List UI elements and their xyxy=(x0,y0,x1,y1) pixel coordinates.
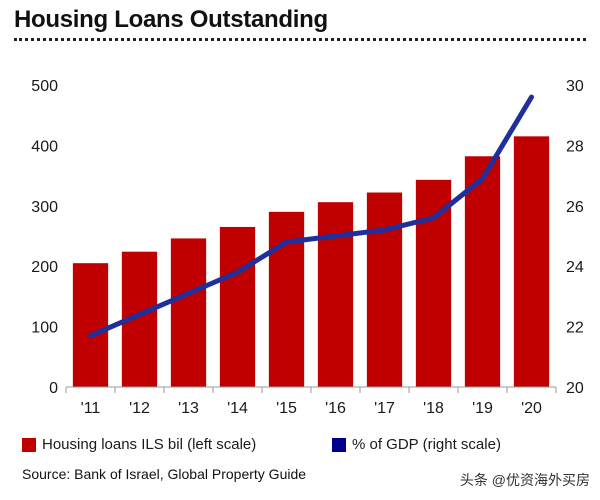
left-tick-label: 500 xyxy=(31,78,58,95)
x-tick-label: '19 xyxy=(472,400,493,417)
right-tick-label: 30 xyxy=(566,78,584,95)
left-tick-label: 0 xyxy=(49,380,58,397)
bar xyxy=(170,238,207,387)
right-tick-label: 26 xyxy=(566,199,584,216)
x-axis: '11 '12 '13 '14 '15 '16 '17 '18 '19 '20 xyxy=(65,386,557,417)
gdp-line xyxy=(88,94,534,339)
x-tick-label: '20 xyxy=(521,400,542,417)
legend-label-bars: Housing loans ILS bil (left scale) xyxy=(42,436,257,453)
legend-label-line: % of GDP (right scale) xyxy=(352,436,501,453)
left-axis: 0 100 200 300 400 500 xyxy=(31,78,58,397)
x-tick-label: '18 xyxy=(423,400,444,417)
legend-item-bars: Housing loans ILS bil (left scale) xyxy=(22,436,256,453)
left-tick-label: 200 xyxy=(31,259,58,276)
bar xyxy=(415,179,452,387)
right-axis: 20 22 24 26 28 30 xyxy=(566,78,584,397)
left-tick-label: 300 xyxy=(31,199,58,216)
x-tick-label: '16 xyxy=(325,400,346,417)
legend-item-line: % of GDP (right scale) xyxy=(332,436,501,453)
bar-series xyxy=(72,136,550,387)
right-tick-label: 28 xyxy=(566,138,584,155)
left-tick-label: 400 xyxy=(31,138,58,155)
bar xyxy=(464,156,501,387)
x-tick-label: '14 xyxy=(227,400,248,417)
bar xyxy=(72,263,109,387)
bar xyxy=(219,226,256,387)
legend-swatch-line xyxy=(332,437,346,452)
x-tick-label: '17 xyxy=(374,400,395,417)
source-note: Source: Bank of Israel, Global Property … xyxy=(22,466,307,482)
title-divider xyxy=(14,38,586,41)
x-tick-label: '12 xyxy=(129,400,150,417)
bar xyxy=(513,136,550,387)
right-tick-label: 22 xyxy=(566,320,584,337)
legend: Housing loans ILS bil (left scale) % of … xyxy=(14,436,586,458)
chart-title: Housing Loans Outstanding xyxy=(14,6,328,33)
legend-swatch-bars xyxy=(22,437,36,452)
x-tick-label: '15 xyxy=(276,400,297,417)
x-tick-label: '13 xyxy=(178,400,199,417)
left-tick-label: 100 xyxy=(31,320,58,337)
right-tick-label: 20 xyxy=(566,380,584,397)
bar xyxy=(317,202,354,387)
line-series xyxy=(88,94,534,339)
right-tick-label: 24 xyxy=(566,259,584,276)
x-tick-label: '11 xyxy=(81,400,101,417)
watermark: 头条 @优资海外买房 xyxy=(459,472,590,488)
bar xyxy=(366,192,403,387)
